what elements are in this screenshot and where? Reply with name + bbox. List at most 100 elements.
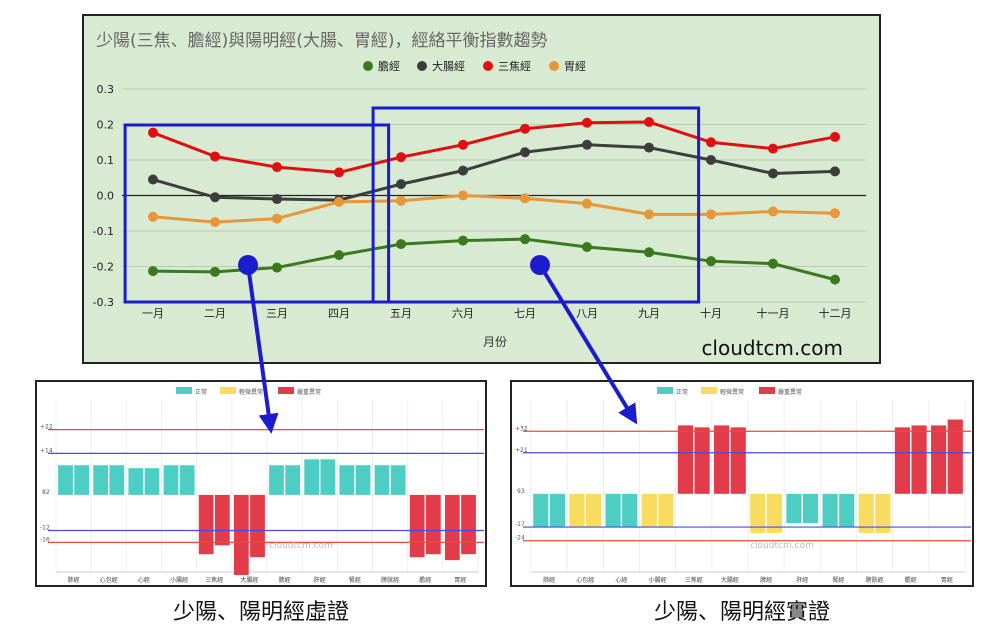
data-point	[272, 162, 282, 173]
meridian-bar	[285, 465, 301, 495]
y-tick-label: -0.1	[93, 225, 114, 238]
data-point	[830, 208, 840, 219]
bar-category-label: 心包經	[576, 576, 594, 584]
reference-label: -17	[515, 521, 525, 528]
bar-legend-swatch	[657, 387, 673, 394]
data-point	[210, 217, 220, 228]
bar-category-label: 膀胱經	[866, 576, 884, 584]
meridian-bar	[58, 465, 73, 495]
x-axis-label: 月份	[483, 335, 507, 349]
arrow-to-excess	[538, 263, 638, 425]
data-point	[210, 192, 220, 203]
meridian-bar	[320, 459, 336, 495]
meridian-bar	[425, 494, 441, 555]
bar-category-label: 脾經	[760, 576, 772, 584]
legend-swatch	[549, 61, 559, 71]
meridian-bar	[549, 493, 565, 528]
data-point	[768, 258, 778, 269]
meridian-bar	[444, 494, 460, 561]
bar-category-label: 大腸經	[721, 576, 739, 584]
data-point	[520, 193, 530, 204]
reference-label: +32	[515, 425, 528, 432]
meridian-bar	[269, 465, 284, 495]
y-tick-label: 0.1	[97, 154, 115, 167]
meridian-bar	[339, 465, 355, 495]
data-point	[396, 239, 406, 250]
data-point	[582, 117, 592, 128]
data-point	[272, 262, 282, 273]
data-point	[644, 247, 654, 258]
trend-chart-title: 少陽(三焦、膽經)與陽明經(大腸、胃經)，經絡平衡指數趨勢	[96, 31, 548, 51]
meridian-bar	[374, 465, 390, 495]
data-point	[458, 190, 468, 201]
bar-category-label: 心包經	[100, 576, 118, 584]
meridian-bar	[658, 493, 674, 528]
baseline-label: 93	[517, 488, 525, 495]
legend-swatch	[363, 61, 373, 71]
x-tick-label: 五月	[390, 307, 412, 320]
data-point	[210, 151, 220, 162]
data-point	[768, 206, 778, 217]
bar-category-label: 胃經	[454, 576, 466, 584]
bar-category-label: 三焦經	[685, 576, 703, 584]
meridian-bar	[461, 494, 476, 555]
data-point	[582, 139, 592, 150]
bar-category-label: 大腸經	[240, 576, 258, 584]
x-tick-label: 九月	[638, 307, 660, 320]
bar-category-label: 三焦經	[205, 576, 223, 584]
meridian-bar	[409, 494, 425, 558]
meridian-bar	[163, 465, 179, 495]
bar-legend-swatch	[278, 387, 294, 394]
bar-legend-swatch	[220, 387, 236, 394]
x-tick-label: 十一月	[757, 306, 790, 320]
data-point	[272, 213, 282, 224]
data-point	[830, 131, 840, 142]
series-line	[152, 143, 836, 202]
data-point	[148, 266, 158, 277]
reference-label: -12	[40, 524, 50, 531]
x-tick-label: 七月	[514, 307, 536, 320]
bar-category-label: 腎經	[349, 576, 361, 584]
bar-watermark: cloudtcm.com	[750, 541, 814, 551]
meridian-bar	[802, 493, 819, 524]
data-point	[582, 241, 592, 252]
legend-label: 三焦經	[498, 59, 531, 73]
x-tick-label: 三月	[266, 307, 288, 320]
data-point	[706, 137, 716, 148]
data-point	[458, 139, 468, 150]
meridian-bar	[931, 425, 947, 494]
meridian-bar	[730, 427, 746, 494]
bar-legend-swatch	[701, 387, 717, 394]
data-point	[396, 179, 406, 190]
meridian-bar	[250, 494, 265, 558]
meridian-bar	[233, 494, 249, 575]
trend-series	[148, 117, 840, 285]
callout-arrows	[238, 255, 638, 434]
x-tick-label: 十月	[700, 306, 722, 320]
meridian-bar	[839, 493, 855, 528]
meridian-bar	[585, 493, 602, 528]
x-tick-label: 八月	[576, 307, 598, 320]
data-point	[830, 274, 840, 285]
meridian-bar	[93, 465, 109, 495]
meridian-bar	[109, 465, 125, 495]
meridian-bar	[355, 465, 371, 495]
bar-legend-label: 正常	[195, 388, 207, 396]
data-point	[210, 266, 220, 277]
data-point	[458, 235, 468, 246]
meridian-bar	[74, 465, 90, 495]
meridian-bar	[622, 493, 638, 528]
legend-swatch	[417, 61, 427, 71]
data-point	[334, 196, 344, 207]
meridian-bar	[179, 465, 195, 495]
x-tick-label: 六月	[452, 307, 474, 320]
bar-category-label: 心經	[615, 576, 627, 584]
meridian-bar	[947, 419, 963, 494]
bar-category-label: 膀胱經	[381, 576, 399, 584]
data-point	[706, 209, 716, 220]
meridian-bar	[677, 425, 694, 494]
x-tick-label: 四月	[328, 307, 350, 320]
meridian-bar	[214, 494, 230, 546]
meridian-bar	[694, 427, 710, 494]
